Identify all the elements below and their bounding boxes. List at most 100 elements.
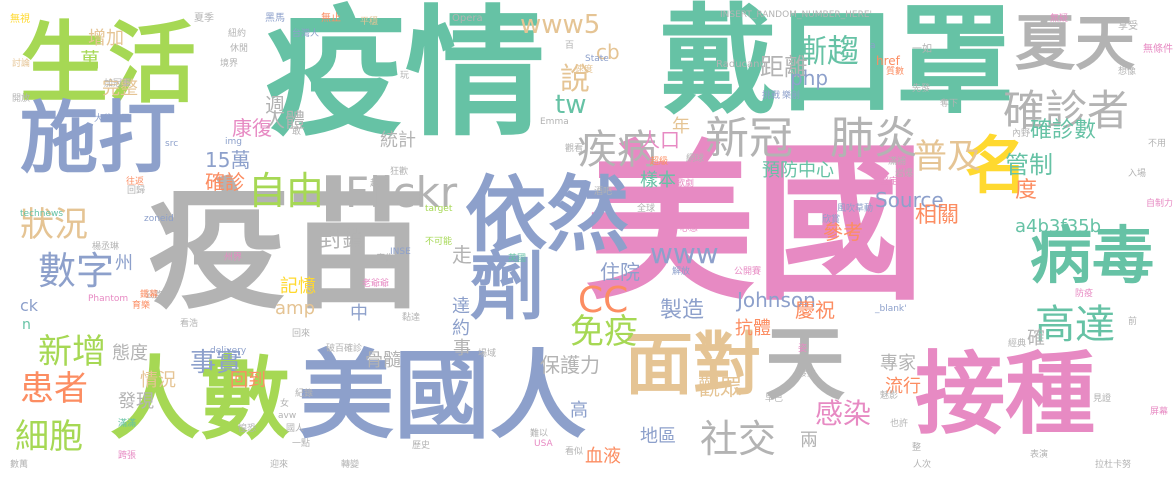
word: 風吹草動 bbox=[837, 204, 874, 214]
word: 先發 bbox=[912, 84, 931, 94]
word: 往返 bbox=[126, 177, 145, 187]
word: 戴口罩 bbox=[660, 0, 1015, 130]
word: 細胞 bbox=[15, 417, 83, 457]
word: 發現 bbox=[118, 391, 154, 412]
word: 黑馬 bbox=[265, 13, 285, 24]
word: 岩爆 bbox=[895, 169, 914, 179]
word: 距離 bbox=[760, 53, 808, 81]
word: 人體 bbox=[265, 108, 305, 132]
word: 屏幕 bbox=[1150, 407, 1169, 417]
word: 境界 bbox=[220, 59, 239, 69]
word: 統計 bbox=[380, 130, 416, 151]
word: 百 bbox=[565, 41, 575, 51]
word: _blank' bbox=[875, 304, 907, 314]
word: 事 bbox=[453, 338, 471, 359]
word: 確診 bbox=[205, 170, 245, 194]
word: 無條件 bbox=[1143, 44, 1173, 55]
word: 完整 bbox=[102, 78, 138, 99]
word: 疾病 bbox=[577, 127, 657, 173]
word: 早已 bbox=[765, 394, 784, 404]
word: 兩 bbox=[800, 430, 818, 451]
word: 病毒 bbox=[1030, 219, 1155, 292]
word: 樂創 bbox=[782, 91, 801, 101]
word: 想像 bbox=[1118, 67, 1137, 77]
word: 康復 bbox=[232, 116, 272, 140]
word: 場域 bbox=[478, 349, 497, 359]
word: 疫情 bbox=[265, 0, 546, 156]
word: 無止 bbox=[321, 13, 341, 24]
word: 歷史 bbox=[412, 441, 431, 451]
word: 平穩 bbox=[360, 17, 379, 27]
word: 玩 bbox=[400, 71, 410, 81]
word: n bbox=[22, 317, 31, 333]
word: 地區 bbox=[640, 426, 676, 447]
word: 滿補 bbox=[888, 157, 907, 167]
word: 破百確診 bbox=[326, 344, 363, 354]
word: 依然 bbox=[465, 168, 630, 263]
word: 高 bbox=[570, 400, 588, 421]
word: www bbox=[650, 237, 719, 270]
word: 回來 bbox=[292, 329, 311, 339]
word: 也許 bbox=[890, 419, 909, 429]
word: 15萬 bbox=[205, 148, 251, 172]
word: amp bbox=[275, 298, 315, 319]
word: 管制 bbox=[1005, 151, 1053, 179]
word: 狂歡 bbox=[390, 167, 409, 177]
word: 增加 bbox=[88, 28, 124, 49]
word: INSERT_RANDOM_NUMBER_HERE' bbox=[720, 10, 873, 20]
word: 表演 bbox=[1030, 450, 1049, 460]
word: 惶恐 bbox=[238, 424, 257, 434]
word: 拉杜卡努 bbox=[1095, 460, 1132, 470]
word: 免疫 bbox=[570, 312, 638, 352]
word: 度 bbox=[1015, 178, 1038, 203]
word: 數字 bbox=[38, 249, 115, 293]
word: a4b3f35b bbox=[1015, 216, 1102, 237]
word: 慶祝 bbox=[795, 298, 835, 322]
word: 台灣人 bbox=[292, 29, 320, 39]
word: 相關 bbox=[915, 203, 960, 228]
word: Flickr bbox=[345, 168, 458, 217]
word: 製造 bbox=[660, 298, 705, 323]
word: 面對 bbox=[625, 326, 762, 405]
word: 欣賞 bbox=[822, 215, 841, 225]
word: 抗體 bbox=[735, 318, 771, 339]
word: 說 bbox=[560, 62, 590, 97]
word: src bbox=[165, 139, 179, 149]
word: 入場 bbox=[1128, 169, 1147, 179]
word: tw bbox=[555, 90, 587, 120]
word: Raducanu bbox=[716, 59, 766, 70]
word: href bbox=[876, 54, 900, 68]
word: 敢 bbox=[292, 127, 302, 137]
word: 美國人 bbox=[298, 340, 586, 452]
word: 肺炎 bbox=[830, 113, 918, 164]
word: 迎來 bbox=[270, 460, 289, 470]
word: 回到 bbox=[230, 370, 266, 391]
word: 自由 bbox=[248, 169, 325, 213]
word: 前 bbox=[1128, 317, 1138, 327]
word: 萬 bbox=[80, 48, 100, 72]
word: 專家 bbox=[880, 353, 916, 374]
word: 週 bbox=[265, 93, 285, 117]
word: 夏季 bbox=[194, 13, 214, 24]
word: 難以 bbox=[530, 429, 549, 439]
word: 酒吧 bbox=[594, 187, 613, 197]
word: 約 bbox=[452, 318, 470, 339]
word: 一如 bbox=[912, 44, 932, 55]
word: 廣告 bbox=[376, 254, 395, 264]
word: 英國 bbox=[508, 254, 527, 264]
word: 感染 bbox=[815, 397, 872, 430]
word: 整 bbox=[912, 443, 922, 453]
word: 趙 bbox=[370, 179, 380, 189]
word: 解放 bbox=[672, 267, 691, 277]
word: 人次 bbox=[913, 460, 932, 470]
word: 防疫 bbox=[1075, 289, 1094, 299]
word: 滿滿 bbox=[118, 419, 137, 429]
word: Johnson bbox=[737, 288, 816, 312]
word: 魅影 bbox=[880, 391, 899, 401]
word: 大谷翔平 bbox=[94, 114, 131, 124]
word: 國人 bbox=[286, 424, 305, 434]
word: 夏天 bbox=[1015, 9, 1135, 79]
word: 心態 bbox=[680, 224, 699, 234]
word: 經典 bbox=[1008, 339, 1027, 349]
